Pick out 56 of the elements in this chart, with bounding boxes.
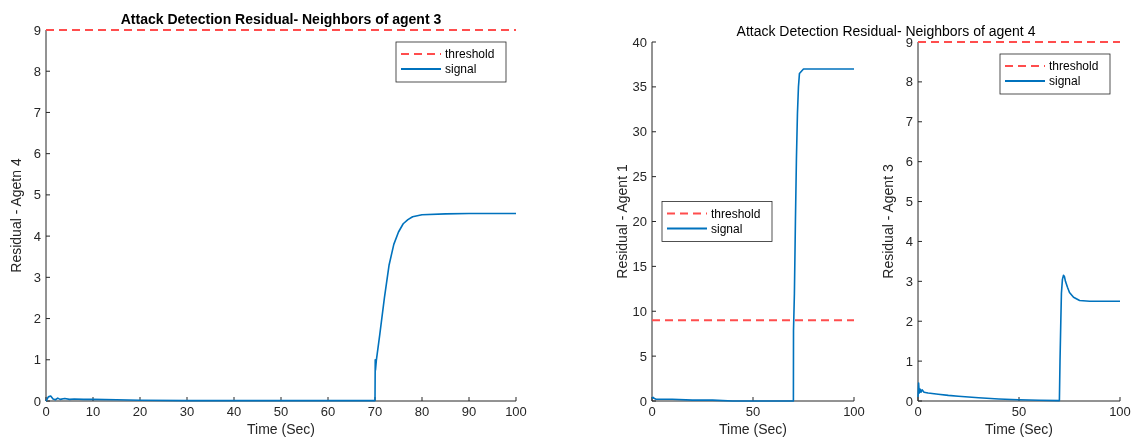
y-tick-label: 2: [33, 311, 41, 327]
y-tick-label: 2: [905, 313, 913, 329]
y-tick-label: 8: [905, 74, 913, 90]
y-axis-title: Residual - Agent 3: [880, 164, 896, 279]
y-tick-label: 15: [632, 258, 647, 274]
y-tick-label: 0: [33, 393, 41, 409]
x-tick-label: 50: [745, 404, 761, 419]
y-tick-label: 20: [632, 214, 647, 229]
x-tick-label: 80: [414, 404, 430, 419]
x-tick-label: 50: [273, 404, 289, 419]
y-tick-label: 5: [33, 187, 41, 203]
y-tick-label: 9: [33, 22, 41, 38]
chart-title: Attack Detection Residual- Neighbors of agent 3: [120, 11, 442, 27]
y-tick-label: 6: [905, 154, 913, 170]
y-tick-label: 7: [33, 104, 41, 120]
y-tick-label: 7: [905, 114, 913, 130]
legend-label: signal: [1049, 74, 1081, 88]
x-tick-label: 50: [1011, 404, 1027, 419]
x-axis-title: Time (Sec): [247, 421, 315, 437]
legend-label: signal: [711, 221, 743, 236]
legend-label: threshold: [1049, 59, 1099, 73]
y-tick-label: 35: [632, 79, 647, 95]
x-tick-label: 90: [461, 404, 477, 419]
legend-label: threshold: [445, 47, 495, 61]
x-axis-title: Time (Sec): [719, 421, 787, 437]
y-tick-label: 40: [632, 34, 647, 50]
text: Attack Detection Residual- Neighbors of agent 4: [736, 23, 1036, 39]
y-tick-label: 1: [905, 353, 913, 369]
x-tick-label: 40: [226, 404, 242, 419]
y-tick-label: 6: [33, 146, 41, 162]
x-tick-label: 100: [1109, 404, 1131, 419]
x-tick-label: 100: [505, 404, 527, 419]
x-tick-label: 30: [179, 404, 195, 419]
y-tick-label: 1: [33, 352, 41, 368]
y-axis-title: Residual - Agent 1: [614, 164, 630, 279]
y-tick-label: 3: [33, 269, 41, 285]
y-tick-label: 4: [905, 233, 913, 249]
x-tick-label: 10: [85, 404, 101, 419]
y-tick-label: 25: [632, 169, 647, 185]
y-tick-label: 3: [905, 273, 913, 289]
y-axis-title: Residual - Agetn 4: [8, 158, 24, 273]
x-tick-label: 60: [320, 404, 336, 419]
y-tick-label: 0: [639, 393, 647, 409]
x-tick-label: 70: [367, 404, 383, 419]
x-tick-label: 100: [843, 404, 865, 419]
y-tick-label: 30: [632, 124, 647, 140]
y-tick-label: 10: [632, 303, 647, 319]
legend-label: signal: [445, 62, 477, 76]
y-tick-label: 0: [905, 393, 913, 409]
x-tick-label: 20: [132, 404, 148, 419]
x-axis-title: Time (Sec): [985, 421, 1053, 437]
y-tick-label: 5: [639, 348, 647, 364]
y-tick-label: 5: [905, 194, 913, 210]
y-tick-label: 4: [33, 228, 41, 244]
y-tick-label: 8: [33, 63, 41, 79]
legend-label: threshold: [711, 206, 761, 221]
